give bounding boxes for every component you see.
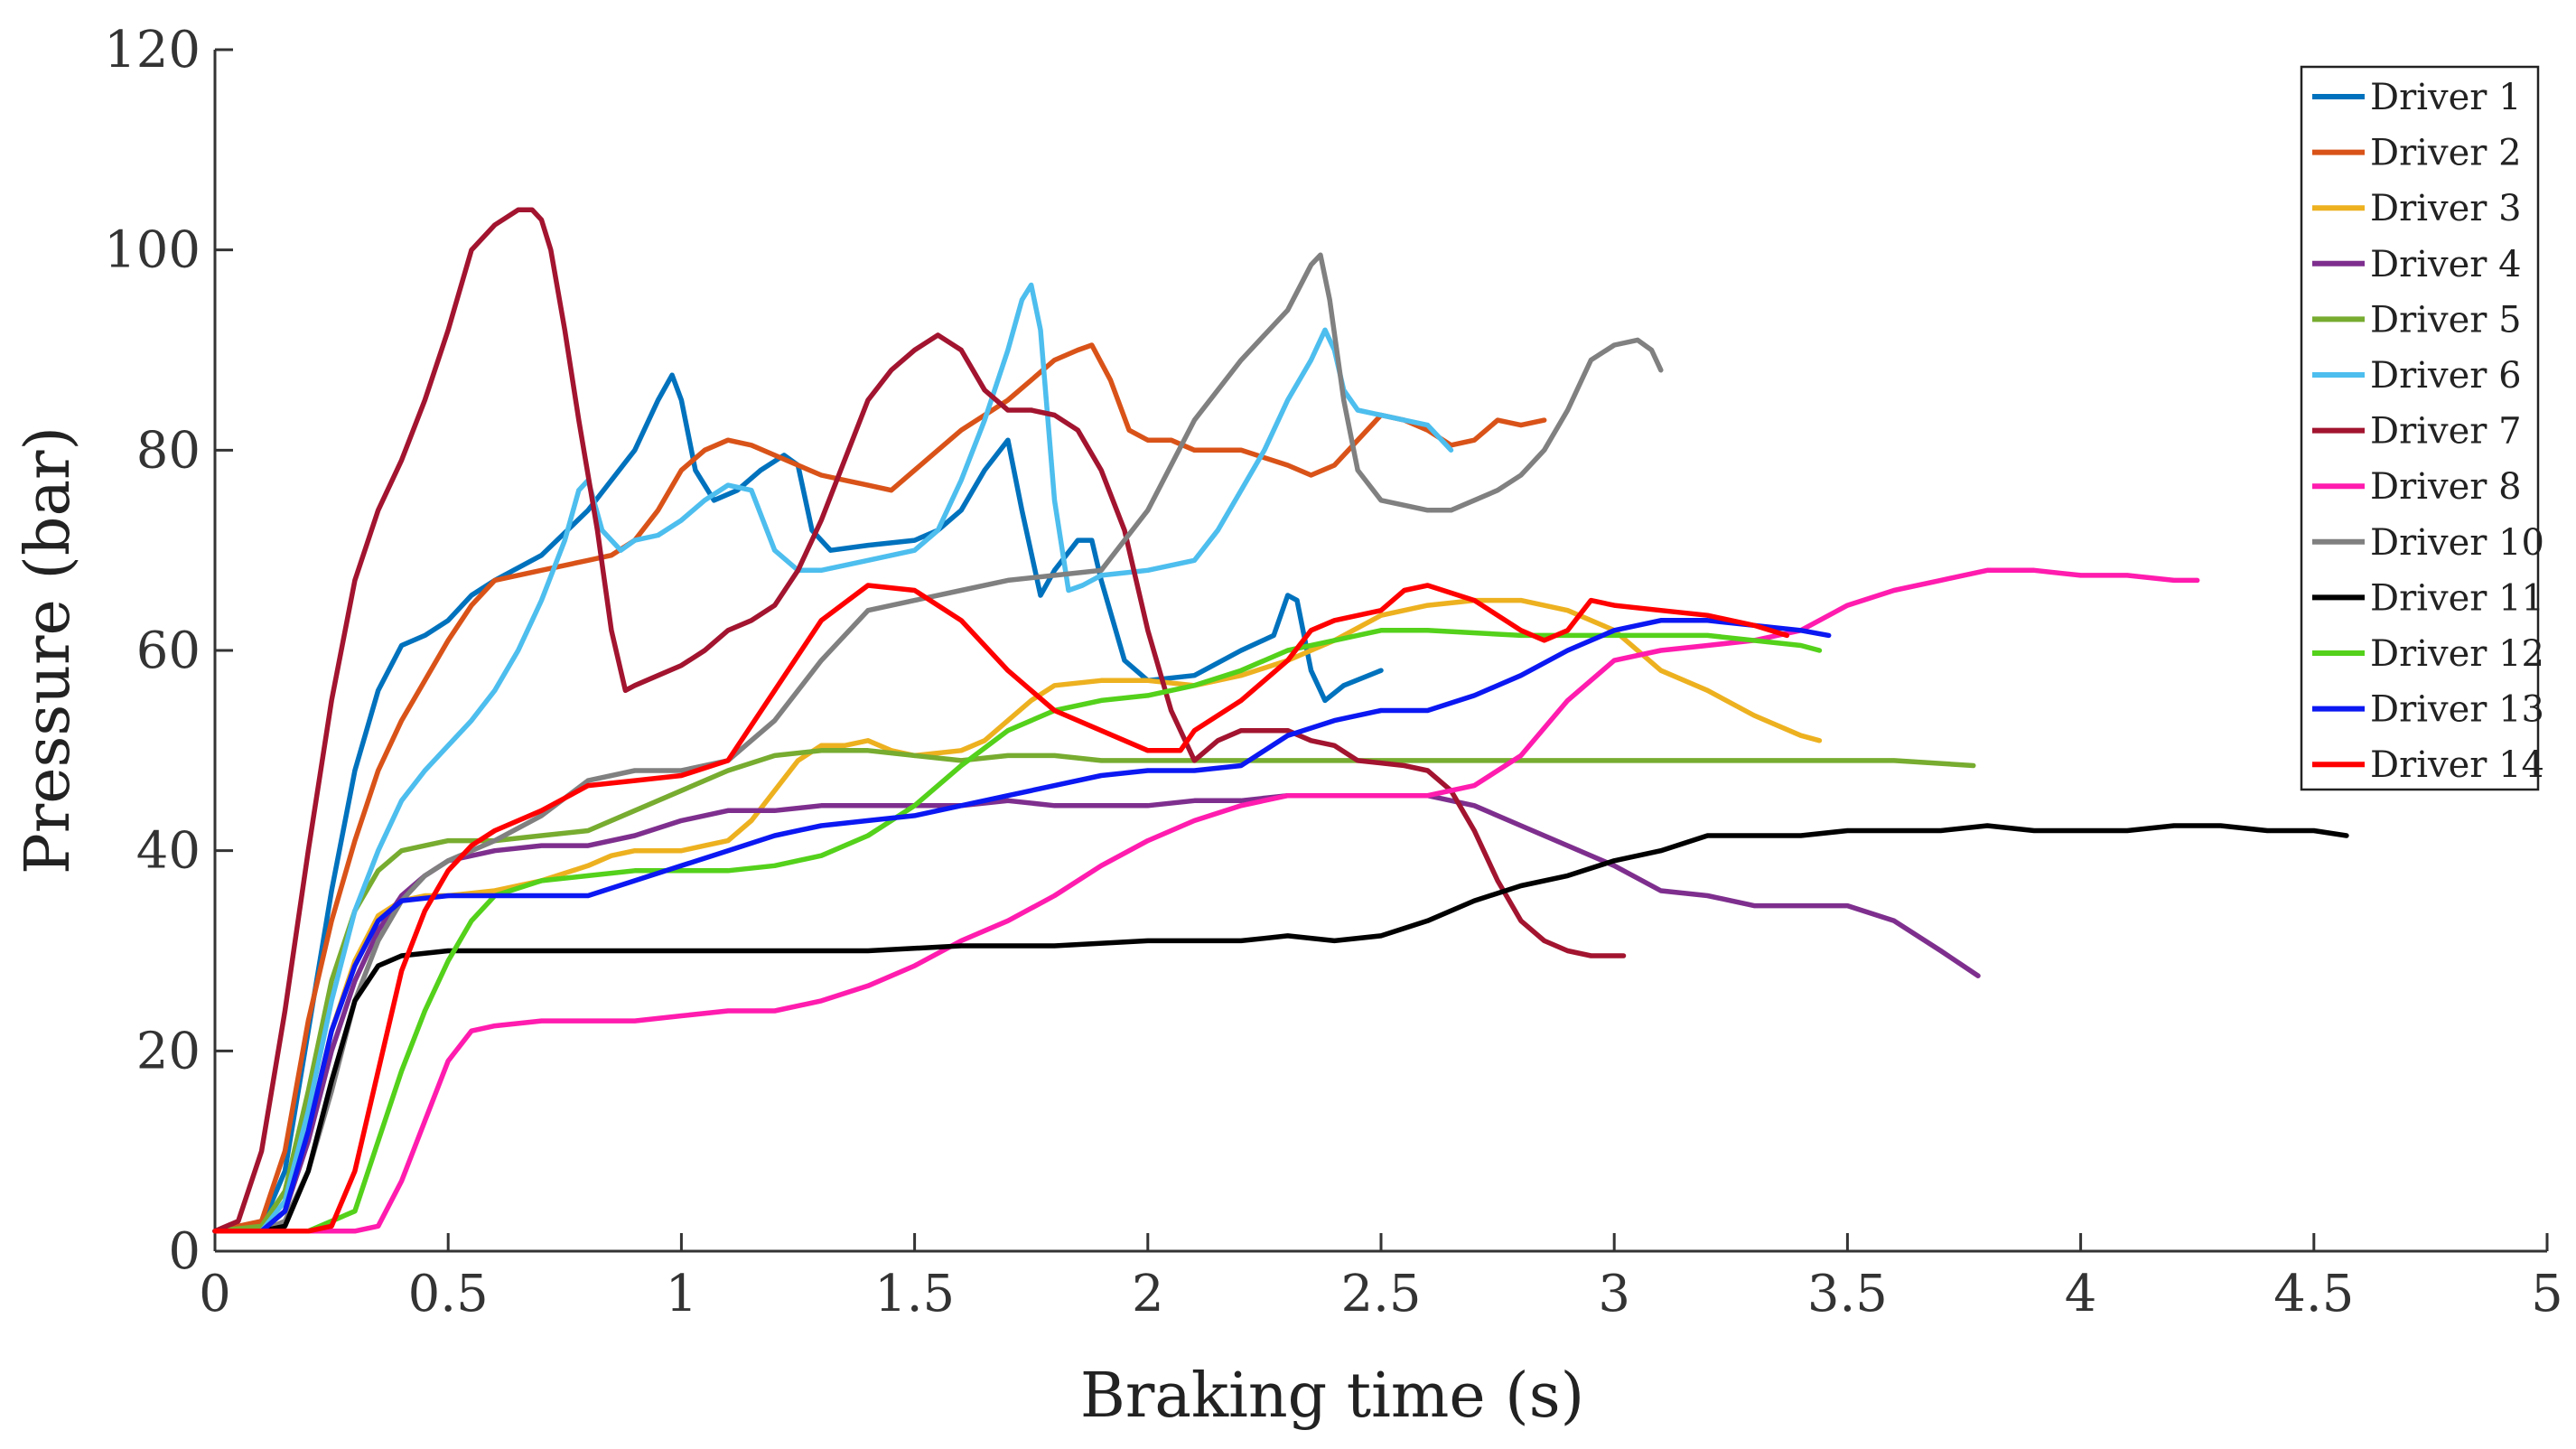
series-line-driver-2 — [212, 342, 1547, 1234]
series-line-driver-4 — [212, 792, 1981, 1234]
legend-items: Driver 1 Driver 2 Driver 3 Driver 4 Driver 5… — [2312, 77, 2544, 786]
legend-label-driver-3: Driver 3 — [2370, 188, 2522, 229]
legend-label-driver-10: Driver 10 — [2370, 522, 2544, 564]
legend-label-driver-5: Driver 5 — [2370, 299, 2522, 341]
legend-label-driver-13: Driver 13 — [2370, 689, 2544, 731]
legend-label-driver-12: Driver 12 — [2370, 633, 2544, 675]
x-tick-label: 4.5 — [2273, 1265, 2354, 1323]
x-tick-label: 0 — [199, 1265, 231, 1323]
x-tick-label: 1.5 — [874, 1265, 955, 1323]
x-axis-title: Braking time (s) — [1080, 1360, 1584, 1432]
series-line-driver-5 — [212, 748, 1976, 1234]
series-group — [212, 207, 2349, 1234]
x-tick-label: 2 — [1132, 1265, 1164, 1323]
legend-label-driver-1: Driver 1 — [2370, 77, 2522, 118]
series-line-driver-6 — [212, 282, 1454, 1234]
y-axis-title: Pressure (bar) — [13, 426, 84, 874]
legend-label-driver-14: Driver 14 — [2370, 744, 2544, 786]
y-tick-label: 80 — [136, 421, 201, 480]
y-tick-label: 120 — [104, 21, 201, 79]
series-line-driver-14 — [212, 583, 1790, 1234]
legend-label-driver-7: Driver 7 — [2370, 411, 2522, 453]
x-tick-label: 3 — [1598, 1265, 1630, 1323]
y-tick-label: 20 — [136, 1022, 201, 1080]
x-ticks: 0 0.5 1 1.5 2 2.5 3 3.5 4 4.5 5 — [199, 1233, 2563, 1323]
legend-label-driver-6: Driver 6 — [2370, 355, 2522, 397]
series-line-driver-12 — [212, 628, 1823, 1234]
x-tick-label: 1 — [666, 1265, 698, 1323]
series-line-driver-11 — [212, 823, 2349, 1234]
series-line-driver-13 — [212, 618, 1832, 1234]
legend-label-driver-11: Driver 11 — [2370, 577, 2544, 619]
y-ticks: 0 20 40 60 80 100 120 — [104, 21, 233, 1281]
x-tick-label: 2.5 — [1340, 1265, 1421, 1323]
y-tick-label: 60 — [136, 622, 201, 680]
x-tick-label: 3.5 — [1807, 1265, 1888, 1323]
series-line-driver-1 — [212, 372, 1384, 1234]
axes-group: 0 0.5 1 1.5 2 2.5 3 3.5 4 4.5 5 0 20 40 60 80 100 120 — [104, 21, 2563, 1323]
y-tick-label: 0 — [168, 1222, 201, 1281]
y-tick-label: 40 — [136, 822, 201, 881]
x-tick-label: 4 — [2065, 1265, 2097, 1323]
y-tick-label: 100 — [104, 221, 201, 280]
x-tick-label: 5 — [2531, 1265, 2563, 1323]
legend-label-driver-4: Driver 4 — [2370, 244, 2522, 285]
x-tick-label: 0.5 — [408, 1265, 489, 1323]
legend: Driver 1 Driver 2 Driver 3 Driver 4 Driver 5… — [2300, 65, 2544, 791]
series-line-driver-8 — [212, 567, 2200, 1234]
legend-label-driver-8: Driver 8 — [2370, 466, 2522, 508]
series-line-driver-10 — [212, 252, 1664, 1234]
legend-label-driver-2: Driver 2 — [2370, 133, 2522, 174]
series-line-driver-7 — [212, 207, 1627, 1234]
